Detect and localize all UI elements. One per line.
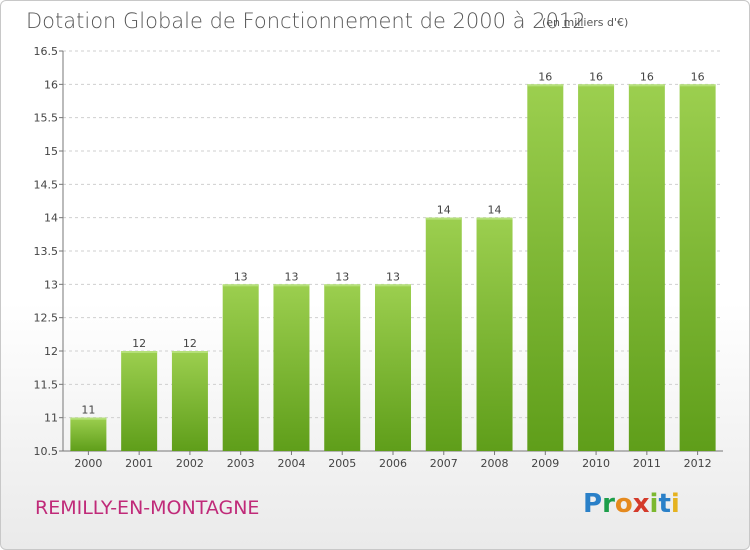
bar — [171, 351, 208, 451]
bar — [222, 284, 259, 451]
y-tick-label: 16 — [44, 78, 58, 91]
logo-letter: o — [614, 489, 633, 519]
x-tick-label: 2003 — [227, 457, 255, 470]
y-tick-label: 11.5 — [34, 378, 59, 391]
bar — [679, 84, 716, 451]
x-tick-label: 2006 — [379, 457, 407, 470]
axes: 10.5 11 11.5 12 12.5 13 13.5 14 14.5 15 15.5 16 16.5… — [34, 45, 723, 470]
bar-highlight — [70, 417, 107, 420]
bar-highlight — [121, 351, 158, 353]
data-label: 16 — [589, 70, 603, 83]
data-labels: 11 12 12 13 13 13 13 14 14 16 16 16 16 — [81, 70, 704, 416]
data-label: 13 — [386, 270, 400, 283]
logo-letter: t — [658, 489, 671, 519]
data-label: 16 — [538, 70, 552, 83]
logo-letter: i — [649, 489, 659, 519]
bar — [425, 217, 462, 451]
data-label: 14 — [437, 204, 451, 217]
y-tick-label: 15.5 — [34, 112, 59, 125]
bar — [121, 351, 158, 451]
data-label: 16 — [691, 70, 705, 83]
bar — [476, 217, 513, 451]
bar-highlight — [375, 284, 411, 287]
bars — [70, 84, 716, 451]
bar — [70, 417, 107, 451]
bar — [628, 84, 665, 451]
proxiti-logo: Proxiti — [583, 489, 680, 519]
x-tick-label: 2007 — [430, 457, 458, 470]
commune-name: REMILLY-EN-MONTAGNE — [35, 497, 260, 519]
bar — [527, 84, 564, 451]
x-tick-label: 2004 — [277, 457, 305, 470]
y-tick-label: 12 — [44, 345, 58, 358]
bar-highlight — [324, 284, 361, 287]
bar-highlight — [679, 84, 716, 87]
bar-highlight — [222, 284, 259, 287]
chart-subtitle: (en milliers d'€) — [542, 16, 629, 29]
bar-highlight — [578, 84, 615, 87]
bar-highlight — [171, 351, 208, 353]
x-tick-label: 2009 — [531, 457, 559, 470]
logo-letter: P — [583, 489, 603, 519]
data-label: 13 — [284, 270, 298, 283]
data-label: 14 — [488, 204, 502, 217]
bar — [578, 84, 615, 451]
data-label: 12 — [183, 337, 197, 350]
bar-highlight — [273, 284, 310, 287]
x-tick-label: 2008 — [481, 457, 509, 470]
y-tick-label: 14 — [44, 212, 58, 225]
data-label: 16 — [640, 70, 654, 83]
chart-title: Dotation Globale de Fonctionnement de 20… — [26, 9, 586, 33]
bar — [324, 284, 361, 451]
y-tick-label: 16.5 — [34, 45, 59, 58]
logo-letter: i — [670, 489, 680, 519]
y-tick-label: 11 — [44, 412, 58, 425]
x-tick-label: 2005 — [328, 457, 356, 470]
x-tick-label: 2000 — [74, 457, 102, 470]
x-tick-label: 2010 — [582, 457, 610, 470]
bar-highlight — [476, 217, 513, 220]
data-label: 13 — [234, 270, 248, 283]
data-label: 12 — [132, 337, 146, 350]
bar-highlight — [628, 84, 665, 87]
y-tick-label: 10.5 — [34, 445, 59, 458]
bar — [375, 284, 411, 451]
y-tick-label: 13 — [44, 278, 58, 291]
x-tick-label: 2011 — [633, 457, 661, 470]
logo-letter: x — [632, 489, 650, 519]
x-tick-label: 2002 — [176, 457, 204, 470]
bar-highlight — [527, 84, 564, 87]
x-tick-label: 2012 — [684, 457, 712, 470]
y-tick-label: 12.5 — [34, 312, 59, 325]
data-label: 11 — [81, 404, 95, 417]
y-tick-label: 14.5 — [34, 178, 59, 191]
y-tick-label: 15 — [44, 145, 58, 158]
bar-highlight — [425, 217, 462, 220]
data-label: 13 — [335, 270, 349, 283]
x-tick-label: 2001 — [125, 457, 153, 470]
logo-letter: r — [602, 489, 615, 519]
y-tick-label: 13.5 — [34, 245, 59, 258]
bar — [273, 284, 310, 451]
